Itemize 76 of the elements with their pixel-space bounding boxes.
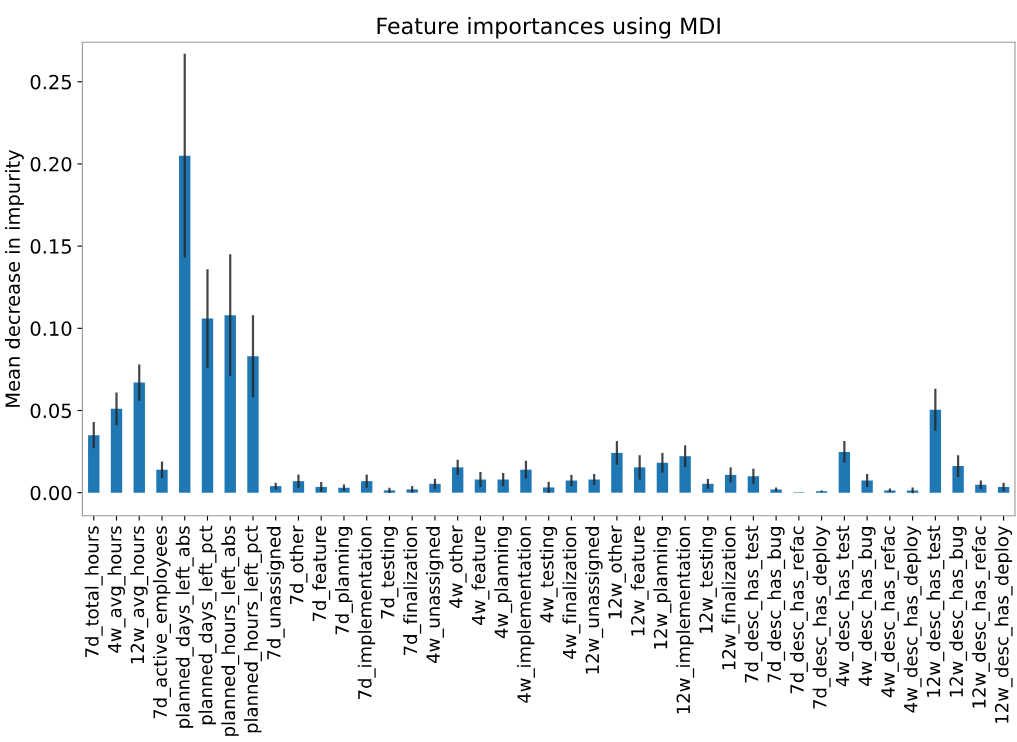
x-tick-label: 12w_testing xyxy=(698,527,717,633)
x-tick-label: planned_days_left_pct xyxy=(198,525,217,725)
bar xyxy=(724,474,737,493)
x-tick-label: 12w_desc_has_bug xyxy=(949,527,968,697)
x-tick-label: 7d_implementation xyxy=(357,526,376,699)
bar xyxy=(110,408,123,493)
y-tick-label: 0.00 xyxy=(30,485,72,501)
bar xyxy=(88,435,100,493)
x-tick-label: planned_hours_left_abs xyxy=(221,526,240,736)
x-tick-label: 7d_desc_has_deploy xyxy=(812,525,831,709)
y-tick-label: 0.10 xyxy=(30,321,72,336)
x-tick-label: 7d_feature xyxy=(312,526,331,622)
bar xyxy=(747,476,760,493)
bar xyxy=(702,483,714,493)
x-tick-label: 12w_finalization xyxy=(721,526,740,670)
x-tick-label: 12w_desc_has_deploy xyxy=(994,525,1013,723)
x-tick-label: 12w_avg_hours xyxy=(130,526,149,664)
x-tick-label: 12w_implementation xyxy=(676,526,695,714)
x-tick-label: 7d_planning xyxy=(334,527,353,635)
y-tick-label: 0.25 xyxy=(30,74,71,90)
bar xyxy=(201,318,214,493)
x-tick-label: 7d_other xyxy=(289,525,308,605)
bar xyxy=(156,469,168,493)
bar xyxy=(952,466,964,493)
x-tick-label: 12w_feature xyxy=(630,526,649,636)
x-tick-label: 4w_desc_has_deploy xyxy=(903,525,922,713)
x-tick-label: 4w_testing xyxy=(539,527,558,623)
x-tick-label: planned_days_left_abs xyxy=(175,526,194,728)
bar xyxy=(975,484,987,493)
bar xyxy=(838,451,851,493)
x-tick-label: 4w_other xyxy=(448,525,467,608)
x-tick-label: 4w_desc_has_bug xyxy=(858,527,877,687)
x-tick-label: 4w_planning xyxy=(494,527,513,639)
y-tick-label: 0.05 xyxy=(30,403,71,419)
bar xyxy=(929,409,942,493)
bar xyxy=(679,456,691,493)
x-tick-label: 4w_desc_has_test xyxy=(835,525,854,687)
bar xyxy=(247,356,259,493)
x-tick-label: 12w_desc_has_test xyxy=(926,525,945,697)
x-tick-label: 12w_unassigned xyxy=(585,527,604,674)
x-tick-label: 7d_finalization xyxy=(403,526,422,655)
bar xyxy=(770,489,782,493)
y-tick-label: 0.15 xyxy=(30,239,71,254)
bar xyxy=(497,479,509,493)
bar xyxy=(133,382,145,493)
x-tick-label: 7d_active_employees xyxy=(153,526,171,719)
bar xyxy=(520,469,532,493)
x-tick-label: 12w_planning xyxy=(653,527,672,649)
x-tick-label: 4w_implementation xyxy=(516,526,535,703)
x-tick-label: 7d_desc_has_test xyxy=(744,525,763,683)
bar xyxy=(179,155,191,493)
bar xyxy=(224,315,236,493)
x-tick-label: 7d_desc_has_refac xyxy=(789,526,808,694)
x-tick-label: 7d_total_hours xyxy=(84,526,103,657)
x-tick-label: 4w_feature xyxy=(471,526,490,625)
x-tick-label: planned_hours_left_pct xyxy=(243,525,262,733)
bar xyxy=(861,480,873,493)
x-tick-label: 7d_unassigned xyxy=(266,527,285,660)
bar xyxy=(633,467,646,493)
y-tick-label: 0.20 xyxy=(30,156,72,172)
bar xyxy=(611,452,623,493)
x-tick-label: 4w_finalization xyxy=(562,526,581,659)
x-tick-label: 4w_desc_has_refac xyxy=(880,526,899,698)
bar xyxy=(452,467,464,493)
bar xyxy=(429,483,441,493)
x-tick-label: 12w_other xyxy=(607,525,626,619)
bar xyxy=(270,486,282,493)
x-tick-label: 4w_unassigned xyxy=(425,527,444,664)
x-tick-label: 7d_testing xyxy=(380,527,399,619)
chart-title: Feature importances using MDI xyxy=(377,17,720,39)
bar xyxy=(588,479,600,493)
x-tick-label: 12w_desc_has_refac xyxy=(971,526,990,708)
x-tick-label: 4w_avg_hours xyxy=(107,526,126,653)
bar xyxy=(361,481,373,493)
y-axis-title: Mean decrease in impurity xyxy=(4,149,24,407)
x-tick-label: 7d_desc_has_bug xyxy=(767,527,786,683)
